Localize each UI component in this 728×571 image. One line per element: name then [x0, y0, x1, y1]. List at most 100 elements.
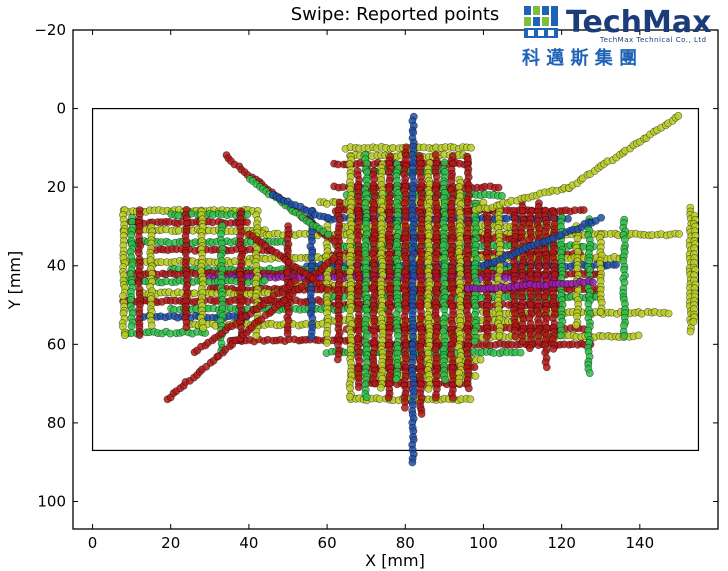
data-point [408, 458, 417, 467]
data-point [120, 331, 129, 340]
data-point [495, 331, 504, 340]
data-point [525, 344, 534, 353]
data-point [354, 383, 363, 392]
data-point [664, 309, 673, 318]
data-point [470, 363, 479, 372]
data-point [362, 393, 371, 401]
data-point [476, 355, 485, 364]
x-tick-label: 100 [469, 534, 498, 552]
data-point [260, 276, 269, 285]
data-point [402, 259, 410, 268]
data-point [455, 378, 463, 387]
x-tick-label: 40 [239, 534, 258, 552]
data-point [417, 410, 426, 418]
data-point [330, 237, 339, 246]
data-point [376, 383, 385, 392]
y-tick-label: 80 [47, 414, 66, 432]
data-point [471, 372, 480, 380]
data-point [483, 218, 492, 227]
x-tick-label: 120 [547, 534, 576, 552]
data-point [689, 317, 698, 326]
data-point [244, 258, 253, 267]
data-point [440, 158, 449, 167]
data-point [497, 191, 506, 200]
x-tick-label: 140 [625, 534, 654, 552]
data-point [370, 379, 379, 388]
y-tick-label: 40 [47, 257, 66, 275]
data-point [470, 327, 479, 336]
data-point [549, 214, 558, 223]
data-point [375, 395, 384, 403]
x-tick-label: 0 [88, 534, 98, 552]
x-tick-label: 60 [318, 534, 337, 552]
y-tick-label: −20 [34, 21, 66, 39]
data-point [572, 321, 581, 330]
y-axis-label: Y [mm] [5, 251, 24, 311]
data-point [511, 332, 520, 341]
data-point [686, 327, 695, 336]
data-point [516, 348, 525, 357]
data-point [467, 143, 475, 152]
data-point [243, 218, 251, 227]
data-point [119, 292, 127, 300]
data-point [333, 355, 342, 364]
data-point [620, 331, 629, 340]
data-point [147, 321, 156, 330]
data-point [135, 331, 144, 339]
data-point [549, 344, 558, 353]
data-point [542, 363, 551, 372]
y-tick-label: 0 [56, 100, 66, 118]
data-point [283, 329, 292, 338]
data-point [384, 393, 393, 402]
data-point [589, 278, 597, 287]
data-point [323, 338, 331, 347]
data-point [675, 230, 683, 238]
panel-outline [91, 107, 700, 452]
data-point [324, 230, 333, 239]
data-point [431, 393, 440, 402]
data-point [483, 332, 492, 341]
data-point [557, 331, 565, 340]
data-point [466, 395, 475, 404]
data-point [440, 305, 449, 314]
data-point [464, 384, 473, 393]
data-point [323, 285, 332, 294]
data-point [634, 331, 643, 340]
data-point [674, 112, 683, 120]
data-point [424, 384, 433, 393]
data-point [585, 369, 594, 377]
y-tick-label: 100 [37, 492, 66, 510]
data-point [579, 206, 588, 214]
data-point [291, 276, 299, 285]
data-point [573, 264, 582, 273]
data-points [118, 112, 700, 467]
logo-mark-icon [524, 6, 558, 38]
y-tick-label: 60 [47, 335, 66, 353]
data-point [199, 324, 207, 332]
x-tick-label: 20 [161, 534, 180, 552]
data-point [494, 183, 503, 192]
y-tick-label: 20 [47, 178, 66, 196]
data-point [449, 394, 457, 402]
data-point [324, 213, 333, 222]
data-point [182, 323, 191, 332]
data-point [400, 403, 409, 412]
data-point [307, 332, 316, 341]
x-axis-label: X [mm] [365, 551, 425, 570]
data-point [564, 214, 572, 223]
data-point [252, 331, 261, 340]
chart-title: Swipe: Reported points [291, 4, 500, 25]
logo-subtitle: TechMax Technical Co., Ltd [599, 36, 707, 44]
data-point [612, 260, 620, 269]
data-point [441, 375, 450, 384]
data-point [596, 307, 605, 316]
logo-name: TechMax [566, 5, 711, 40]
logo-chinese: 科 邁 斯 集 團 [522, 47, 637, 69]
data-point [470, 337, 479, 346]
data-point [345, 392, 354, 401]
data-point [597, 213, 605, 222]
data-point [526, 300, 535, 309]
data-point [127, 322, 136, 331]
data-point [392, 375, 401, 384]
x-tick-label: 80 [396, 534, 415, 552]
